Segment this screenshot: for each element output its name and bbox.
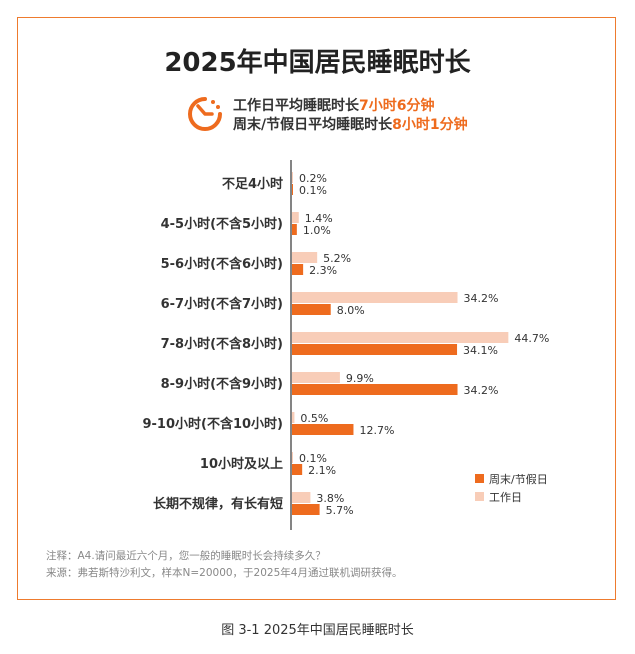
category-label: 4-5小时(不含5小时) [161,216,283,232]
data-label: 1.0% [303,224,331,237]
weekend-bar [292,384,458,395]
workday-bar [292,372,340,383]
data-label: 1.4% [305,212,333,225]
data-label: 8.0% [337,304,365,317]
figure-caption: 图 3-1 2025年中国居民睡眠时长 [221,623,414,638]
weekend-bar [292,224,297,235]
data-label: 3.8% [316,492,344,505]
data-label: 0.1% [299,452,327,465]
clock-icon [188,97,222,131]
data-label: 0.2% [299,172,327,185]
workday-bar [292,492,311,503]
workday-bar [292,212,299,223]
weekend-bar [292,304,331,315]
data-label: 0.1% [299,184,327,197]
legend-swatch [475,474,484,483]
category-label: 7-8小时(不含8小时) [161,336,283,352]
workday-bar [292,172,293,183]
workday-bar [292,292,458,303]
legend-label: 工作日 [489,491,522,504]
workday-bar [292,452,293,463]
workday-value: 7小时6分钟 [359,98,435,114]
weekend-bar [292,424,354,435]
category-label: 5-6小时(不含6小时) [161,256,283,272]
data-label: 5.7% [326,504,354,517]
chart-title: 2025年中国居民睡眠时长 [164,48,471,78]
data-label: 9.9% [346,372,374,385]
data-label: 12.7% [359,424,394,437]
category-label: 8-9小时(不含9小时) [161,376,283,392]
workday-bar [292,252,318,263]
data-label: 44.7% [514,332,549,345]
weekend-bar [292,344,458,355]
data-label: 34.2% [464,384,499,397]
data-label: 0.5% [300,412,328,425]
notes: 注释：A4.请问最近六个月，您一般的睡眠时长会持续多久？ 来源：弗若斯特沙利文，… [46,548,402,582]
chart-frame [17,17,616,600]
weekend-bar [292,264,304,275]
workday-bar [292,412,295,423]
category-label: 6-7小时(不含7小时) [161,296,283,312]
workday-bar [292,332,509,343]
data-label: 2.3% [309,264,337,277]
data-label: 34.2% [464,292,499,305]
note-question: 注释：A4.请问最近六个月，您一般的睡眠时长会持续多久？ [46,550,326,562]
data-label: 2.1% [308,464,336,477]
legend-label: 周末/节假日 [489,472,548,486]
category-label: 不足4小时 [222,176,283,192]
category-label: 长期不规律，有长有短 [153,496,283,512]
weekend-bar [292,504,320,515]
weekend-bar [292,464,303,475]
category-label: 9-10小时(不含10小时) [142,416,283,432]
note-source: 来源：弗若斯特沙利文，样本N=20000，于2025年4月通过联机调研获得。 [46,567,403,579]
data-label: 34.1% [463,344,498,357]
workday-label: 工作日平均睡眠时长 [233,98,359,114]
summary: 工作日平均睡眠时长7小时6分钟 周末/节假日平均睡眠时长8小时1分钟 [233,97,468,135]
weekend-bar [292,184,293,195]
weekend-label: 周末/节假日平均睡眠时长 [233,117,393,133]
legend-swatch [475,492,484,501]
category-label: 10小时及以上 [200,456,283,472]
weekend-value: 8小时1分钟 [392,117,468,133]
data-label: 5.2% [323,252,351,265]
